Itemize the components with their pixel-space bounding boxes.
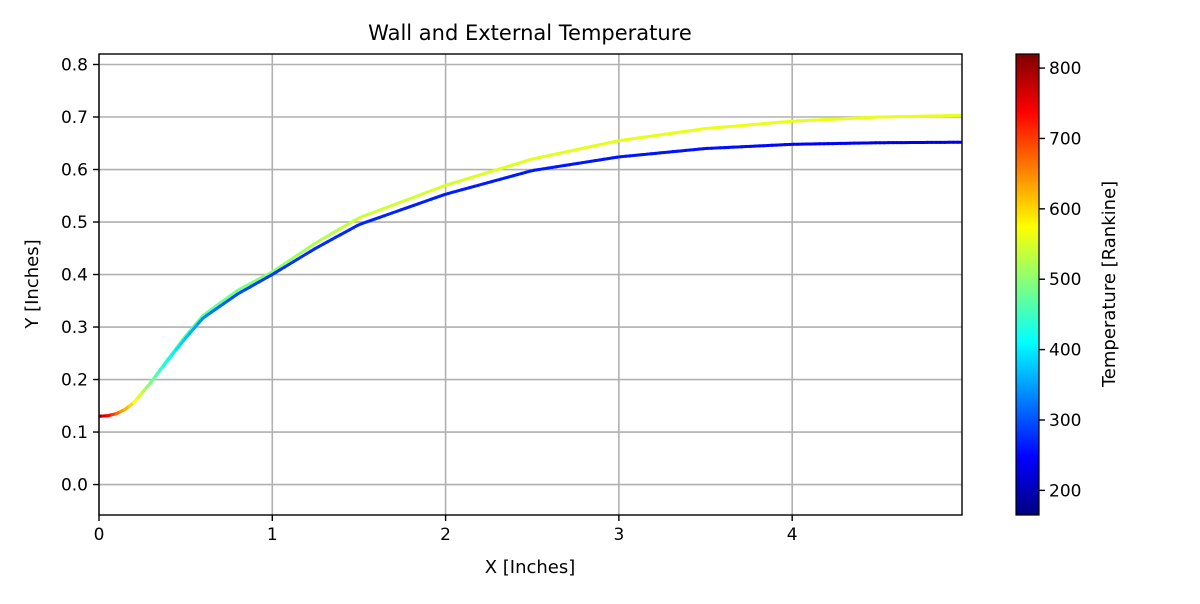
series-layer [99, 115, 962, 416]
x-tick-label: 1 [267, 525, 278, 545]
x-tick-label: 4 [787, 525, 798, 545]
y-tick-label: 0.4 [61, 266, 88, 286]
y-tick-label: 0.2 [61, 371, 88, 391]
colorbar-tick-label: 500 [1049, 270, 1081, 290]
colorbar-ticks: 200 300 400 500 600 700 800 [1039, 59, 1081, 501]
colorbar-tick-label: 400 [1049, 341, 1081, 361]
colorbar-tick-label: 800 [1049, 59, 1081, 79]
colorbar-tick-label: 200 [1049, 481, 1081, 501]
y-tick-label: 0.3 [61, 318, 88, 338]
y-tick-label: 0.1 [61, 423, 88, 443]
colorbar-gradient [1016, 54, 1039, 515]
colorbar-tick-label: 700 [1049, 129, 1081, 149]
x-tick-label: 3 [613, 525, 624, 545]
x-tick-label: 0 [94, 525, 105, 545]
y-tick-label: 0.6 [61, 161, 88, 181]
x-tick-label: 2 [440, 525, 451, 545]
colorbar-tick-label: 300 [1049, 411, 1081, 431]
y-tick-label: 0.5 [61, 213, 88, 233]
colorbar-tick-label: 600 [1049, 200, 1081, 220]
colorbar: 200 300 400 500 600 700 800 Temperature [Ranki… [1016, 54, 1120, 515]
y-axis-label: Y [Inches] [22, 239, 43, 329]
colorbar-label: Temperature [Rankine] [1099, 181, 1120, 388]
tick-layer: 0 1 2 3 4 0.0 0.1 0.2 0.3 0.4 0.5 0.6 0.7 0.8 [61, 56, 798, 545]
y-tick-label: 0.7 [61, 108, 88, 128]
series-line-0 [99, 115, 962, 416]
y-tick-label: 0.8 [61, 56, 88, 76]
chart-title: Wall and External Temperature [368, 21, 692, 45]
y-tick-label: 0.0 [61, 476, 88, 496]
plot-frame [99, 54, 962, 515]
grid-layer [99, 54, 962, 515]
x-axis-label: X [Inches] [485, 557, 576, 578]
series-line-1 [99, 142, 962, 416]
